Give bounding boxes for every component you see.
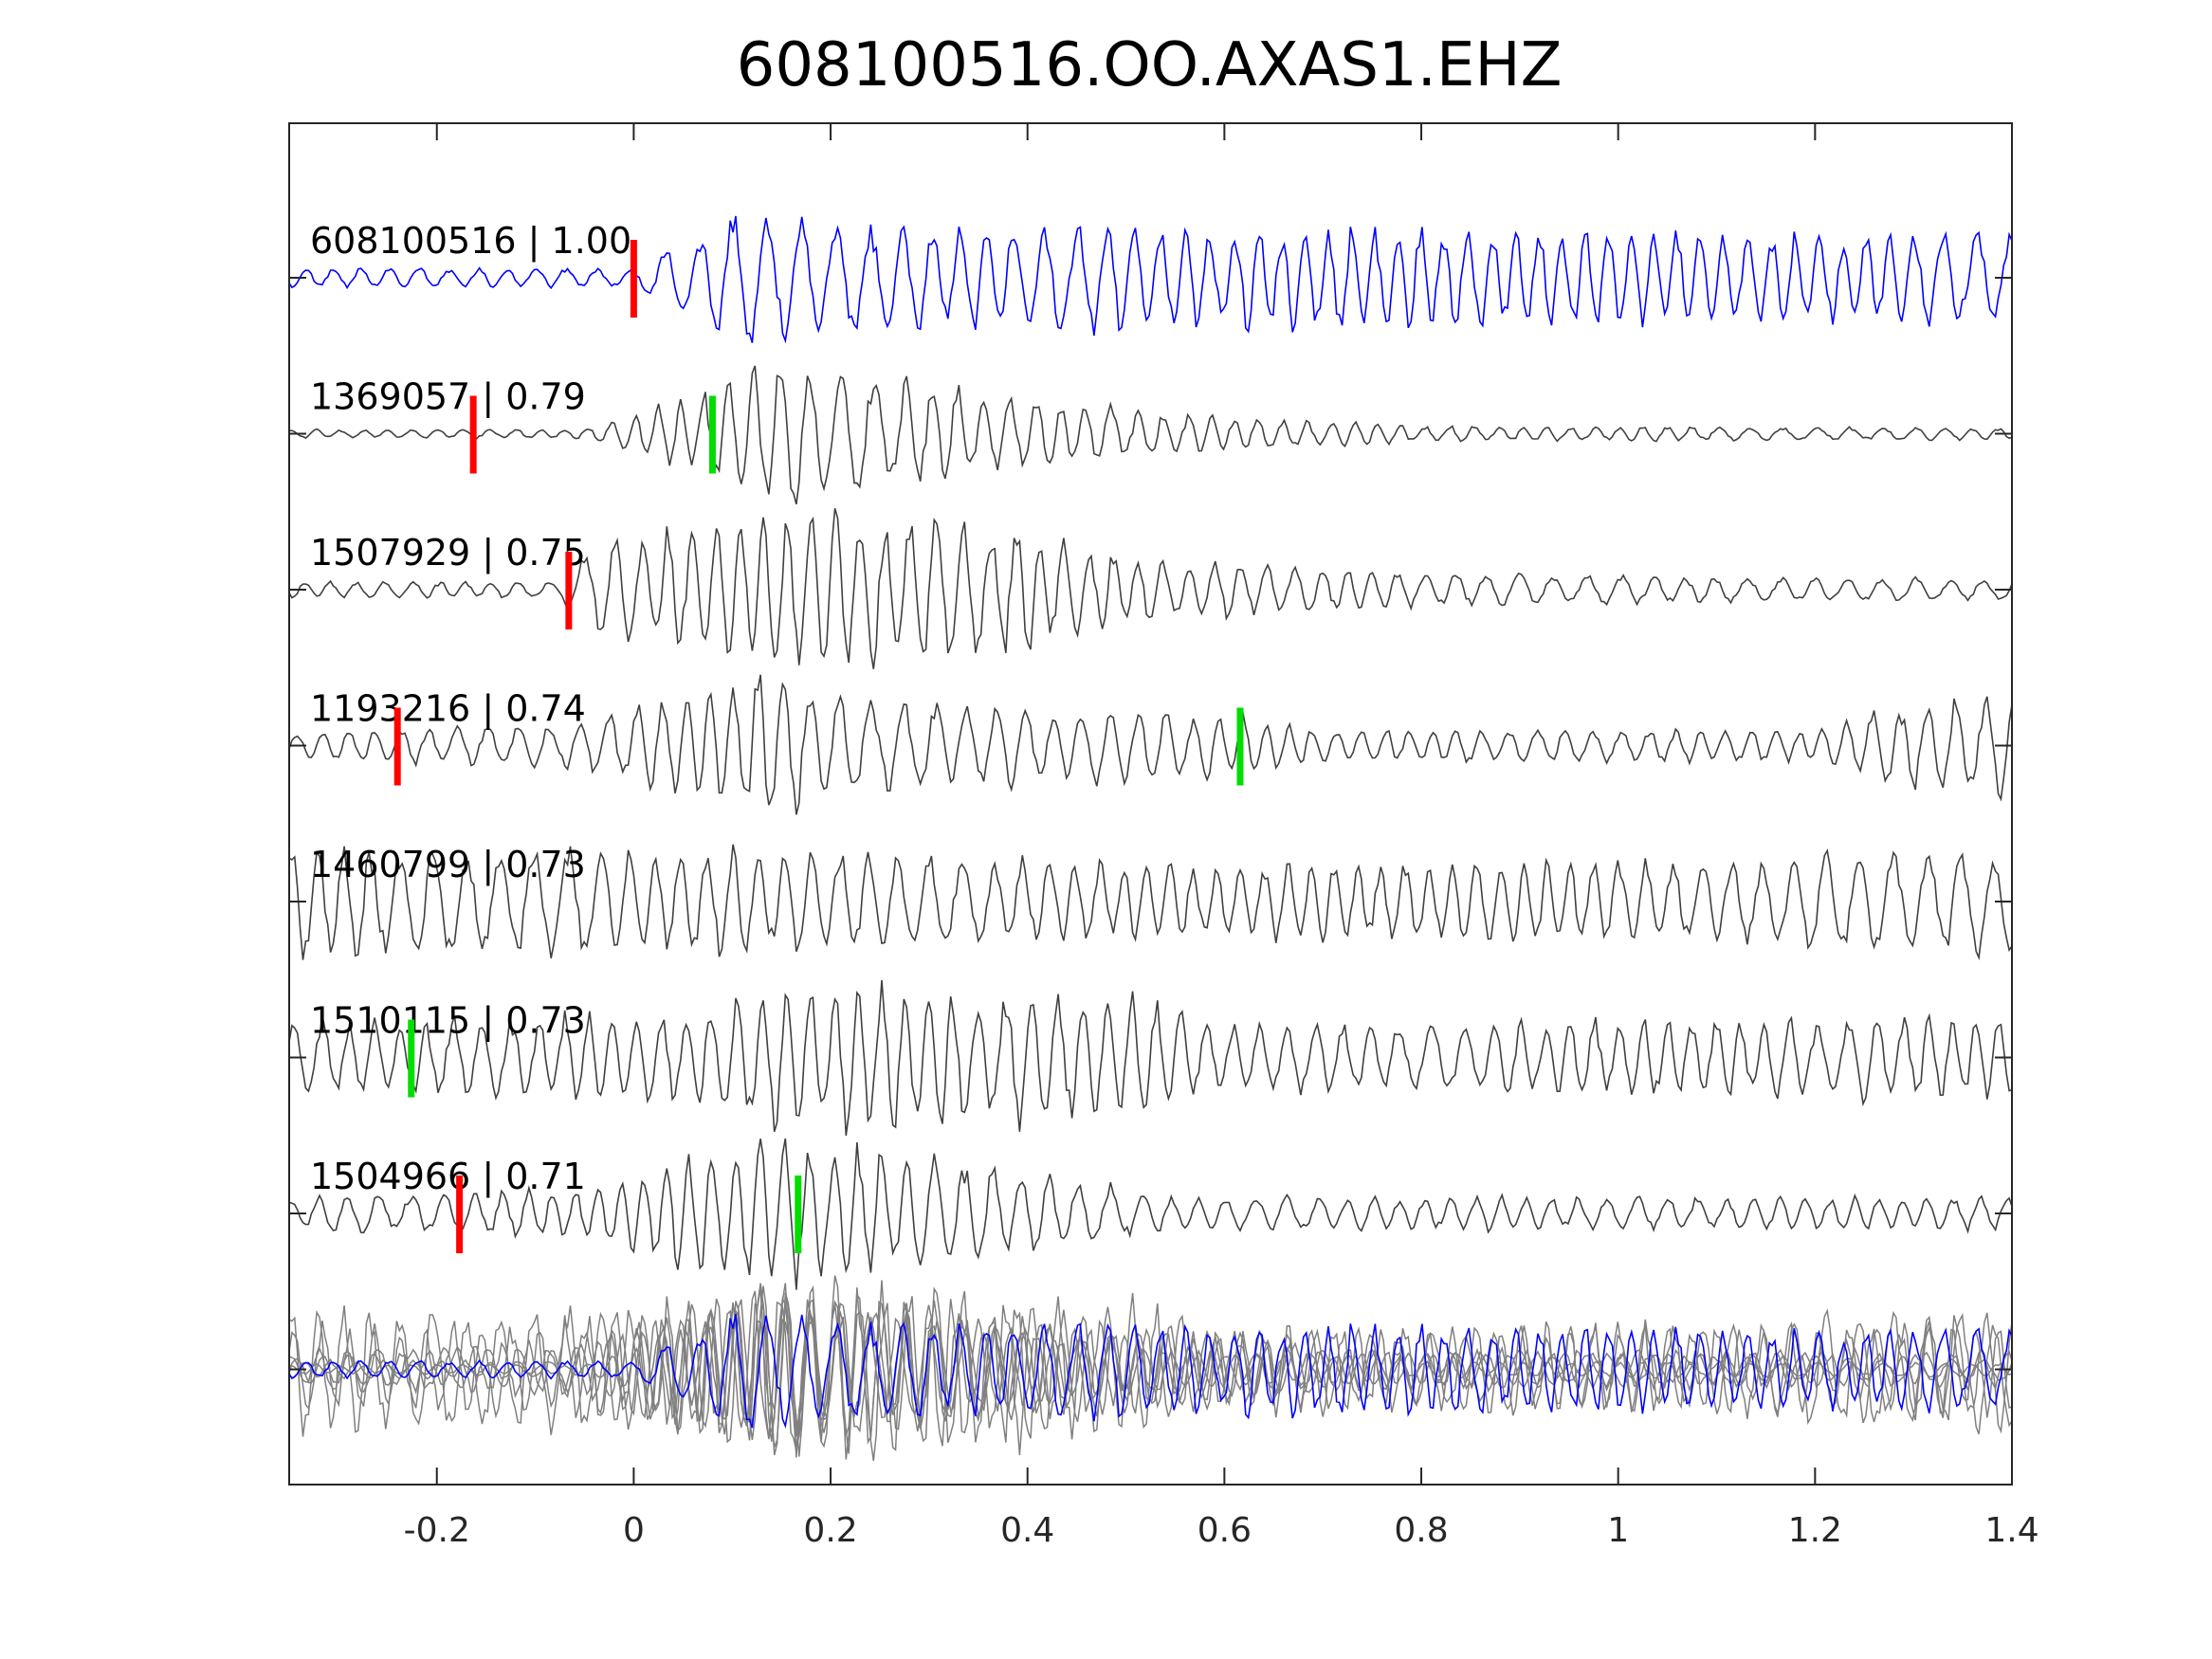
- axes-box: [288, 122, 2013, 1486]
- x-tick-label: 1.4: [1984, 1511, 2038, 1550]
- overlay-waveform-1504966: [288, 1283, 2013, 1458]
- trace-label-608100516: 608100516 | 1.00: [310, 220, 631, 263]
- overlay-template-waveform: [288, 1313, 2013, 1429]
- x-tick-label: 0: [623, 1511, 645, 1550]
- x-tick-label: 0.4: [1000, 1511, 1054, 1550]
- p-pick-marker: [630, 240, 637, 318]
- x-tick-label: 0.2: [803, 1511, 857, 1550]
- x-tick-label: 1: [1607, 1511, 1629, 1550]
- waveform-608100516: [288, 215, 2013, 344]
- p-pick-marker: [565, 552, 573, 629]
- trace-label-1507929: 1507929 | 0.75: [310, 532, 586, 574]
- s-pick-marker: [1236, 707, 1244, 786]
- trace-label-1460799: 1460799 | 0.73: [310, 844, 586, 886]
- trace-label-1369057: 1369057 | 0.79: [310, 376, 586, 419]
- traces-group: [288, 215, 2013, 1462]
- p-pick-marker: [456, 1176, 464, 1253]
- waveform-1369057: [288, 365, 2013, 505]
- overlay-waveform-1510115: [288, 1280, 2013, 1460]
- trace-labels: 608100516 | 1.00 1369057 | 0.79 1507929 | …: [310, 220, 1244, 1253]
- s-pick-marker: [708, 395, 716, 474]
- x-tick-label: 0.8: [1394, 1511, 1448, 1550]
- trace-label-1510115: 1510115 | 0.73: [310, 1000, 586, 1043]
- waveform-1507929: [288, 507, 2013, 669]
- x-tick-label: 1.2: [1788, 1511, 1842, 1550]
- waveform-1460799: [288, 844, 2013, 961]
- axes: -0.2 0 0.2 0.4 0.6 0.8 1 1.2 1.4: [288, 122, 2039, 1550]
- x-tick-label: 0.6: [1197, 1511, 1252, 1550]
- x-tick-label: -0.2: [404, 1511, 470, 1550]
- waveform-1193216: [288, 674, 2013, 815]
- s-pick-marker: [795, 1176, 802, 1253]
- overlay-waveform-1193216: [288, 1287, 2013, 1449]
- p-pick-marker: [393, 707, 401, 786]
- chart-title: 608100516.OO.AXAS1.EHZ: [737, 30, 1563, 100]
- trace-label-1504966: 1504966 | 0.71: [310, 1156, 586, 1198]
- trace-label-1193216: 1193216 | 0.74: [310, 688, 586, 731]
- waveform-1504966: [288, 1138, 2013, 1290]
- waveform-1510115: [288, 979, 2013, 1137]
- p-pick-marker: [469, 395, 477, 474]
- s-pick-marker: [408, 1019, 415, 1098]
